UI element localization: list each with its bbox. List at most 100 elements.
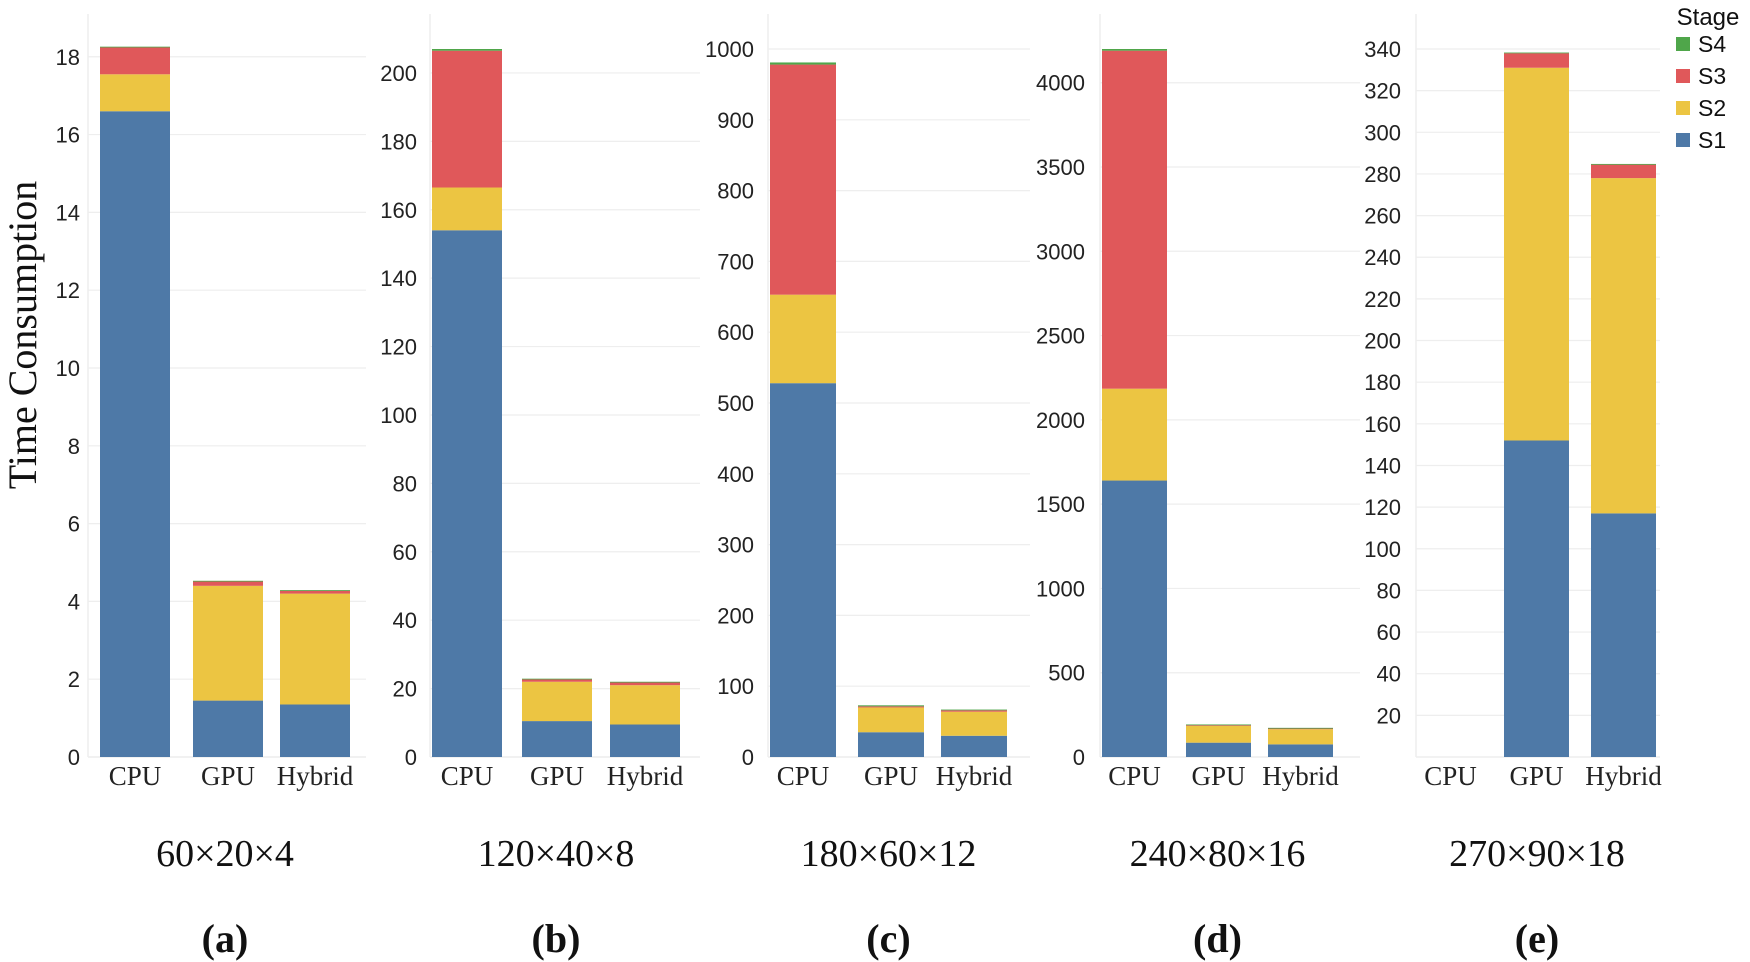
y-tick-label: 800 [717,179,754,204]
bar-gpu-s1 [1504,440,1569,757]
y-tick-label: 40 [1377,662,1401,687]
x-tick-label-cpu: CPU [441,761,494,791]
y-tick-label: 0 [405,745,417,770]
bar-hybrid-s4 [610,681,680,683]
panel-label: (a) [202,916,249,961]
bar-hybrid-s3 [280,590,350,594]
bar-gpu-s2 [522,681,592,722]
bar-hybrid-s1 [941,735,1007,757]
panel-label: (d) [1193,916,1242,961]
bar-hybrid-s3 [1268,728,1333,730]
y-tick-label: 160 [380,198,417,223]
panel-label: (c) [866,916,910,961]
x-tick-label-gpu: GPU [201,761,255,791]
chart-panel-d: 0 500 1000 1500 2000 2500 3000 3500 4000 CPU GPU Hy… [1036,14,1360,961]
y-tick-label: 60 [393,540,417,565]
bar-hybrid-s2 [280,593,350,705]
y-tick-label: 120 [380,335,417,360]
x-tick-label-hybrid: Hybrid [1585,761,1662,791]
bar-hybrid-s4 [280,590,350,591]
y-tick-label: 4 [68,589,80,614]
y-tick-label: 140 [1364,453,1401,478]
bar-cpu-s1 [100,111,170,757]
bar-gpu-s4 [1186,724,1251,726]
bar-gpu-s4 [858,705,924,707]
y-tick-label: 100 [380,403,417,428]
bar-hybrid-s2 [1268,729,1333,745]
y-tick-label: 500 [717,391,754,416]
y-tick-label: 20 [393,677,417,702]
y-tick-label: 700 [717,249,754,274]
y-tick-label: 1500 [1036,492,1085,517]
legend-swatch-s1 [1676,133,1690,147]
bar-hybrid-s3 [610,682,680,686]
bar-cpu-s1 [770,383,836,757]
y-tick-label: 40 [393,608,417,633]
bar-gpu-s3 [193,581,263,586]
y-tick-label: 200 [717,603,754,628]
y-tick-label: 16 [56,123,80,148]
bar-gpu-s3 [1504,53,1569,68]
bar-gpu-s1 [193,700,263,757]
y-tick-label: 0 [68,745,80,770]
y-tick-label: 160 [1364,412,1401,437]
y-tick-label: 60 [1377,620,1401,645]
y-tick-label: 240 [1364,245,1401,270]
bar-hybrid-s3 [941,710,1007,712]
bar-cpu-s4 [1102,49,1167,51]
x-tick-label-gpu: GPU [1509,761,1563,791]
panels-group: 0 2 4 6 8 10 12 14 16 18 CPU GPU Hybrid 60×20×4 (a) 0 20… [56,14,1662,961]
x-tick-label-hybrid: Hybrid [277,761,354,791]
x-tick-label-cpu: CPU [109,761,162,791]
bar-gpu-s4 [1504,52,1569,54]
legend-label-s3: S3 [1698,63,1726,89]
bar-hybrid-s3 [1591,164,1656,179]
x-tick-label-cpu: CPU [777,761,830,791]
y-tick-label: 340 [1364,37,1401,62]
bar-cpu-s3 [100,47,170,75]
bar-hybrid-s1 [1591,513,1656,757]
y-tick-label: 0 [1073,745,1085,770]
bar-cpu-s2 [1102,388,1167,481]
grid-size-label: 180×60×12 [801,833,977,875]
y-tick-label: 80 [1377,578,1401,603]
y-tick-label: 300 [717,533,754,558]
bar-gpu-s2 [858,707,924,733]
bar-cpu-s3 [432,50,502,188]
chart-panel-a: 0 2 4 6 8 10 12 14 16 18 CPU GPU Hybrid 60×20×4 (a) [56,14,366,961]
y-tick-label: 180 [380,129,417,154]
grid-size-label: 270×90×18 [1449,833,1625,875]
bar-gpu-s1 [522,721,592,757]
legend-label-s4: S4 [1698,31,1726,57]
chart-panel-b: 0 20 40 60 80 100 120 140 160 180 200 CPU GPU Hybrid 1… [380,14,700,961]
chart-panel-c: 0 100 200 300 400 500 600 700 800 900 1000 CPU GPU Hy… [705,14,1030,961]
bar-hybrid-s4 [1268,727,1333,729]
y-tick-label: 220 [1364,287,1401,312]
legend: Stage S4 S3 S2 S1 [1676,4,1739,153]
y-tick-label: 1000 [1036,576,1085,601]
y-tick-label: 3500 [1036,155,1085,180]
y-tick-label: 6 [68,512,80,537]
x-tick-label-gpu: GPU [1191,761,1245,791]
y-tick-label: 14 [56,200,80,225]
bar-cpu-s4 [770,62,836,65]
legend-swatch-s4 [1676,37,1690,51]
y-tick-label: 140 [380,266,417,291]
y-tick-label: 320 [1364,79,1401,104]
x-tick-label-hybrid: Hybrid [1262,761,1339,791]
y-tick-label: 200 [380,61,417,86]
bar-gpu-s2 [1186,725,1251,743]
bar-cpu-s3 [770,64,836,295]
y-tick-label: 12 [56,278,80,303]
y-tick-label: 20 [1377,703,1401,728]
bar-hybrid-s4 [1591,163,1656,165]
bar-hybrid-s2 [610,685,680,725]
bar-hybrid-s1 [280,704,350,757]
bar-cpu-s2 [770,294,836,384]
chart-panel-e: 20 40 60 80 100 120 140 160 180 200 220 240 260 280 30… [1364,14,1662,961]
legend-swatch-s3 [1676,69,1690,83]
y-tick-label: 0 [742,745,754,770]
y-tick-label: 280 [1364,162,1401,187]
y-axis-label: Time Consumption [0,181,45,490]
